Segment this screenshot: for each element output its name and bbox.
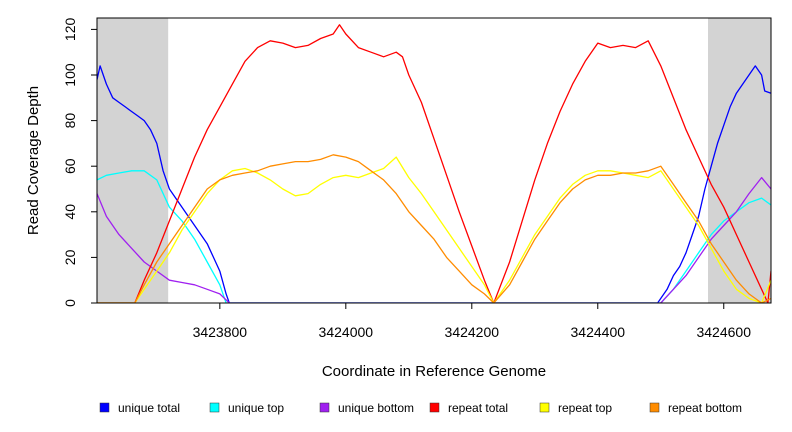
- y-axis: 0 20 40 60 80 100 120: [62, 18, 97, 307]
- legend-swatch-unique-bottom: [319, 402, 330, 413]
- series-line-repeat-bottom: [97, 154, 771, 303]
- y-tick-label: 120: [62, 18, 78, 42]
- legend-label-unique-top: unique top: [228, 401, 284, 415]
- legend-swatch-unique-top: [209, 402, 220, 413]
- series-line-unique-top: [97, 170, 771, 303]
- y-tick-label: 100: [62, 63, 78, 87]
- x-tick-label: 3424200: [445, 324, 500, 340]
- x-axis-title: Coordinate in Reference Genome: [322, 363, 546, 380]
- legend-swatch-repeat-bottom: [649, 402, 660, 413]
- y-tick-label: 0: [62, 299, 78, 307]
- x-tick-label: 3423800: [193, 324, 248, 340]
- y-tick-label: 20: [62, 249, 78, 265]
- y-axis-title: Read Coverage Depth: [25, 86, 42, 235]
- legend-label-repeat-bottom: repeat bottom: [668, 401, 742, 415]
- series-line-repeat-top: [97, 156, 771, 303]
- legend-label-unique-total: unique total: [118, 401, 180, 415]
- legend-swatch-repeat-top: [539, 402, 550, 413]
- y-tick-label: 60: [62, 158, 78, 174]
- x-tick-label: 3424600: [696, 324, 751, 340]
- series-line-unique-total: [97, 65, 771, 303]
- shaded-regions: [97, 18, 771, 303]
- series-line-repeat-total: [97, 24, 771, 303]
- x-tick-label: 3424000: [319, 324, 374, 340]
- series-line-unique-bottom: [97, 176, 771, 303]
- legend-label-unique-bottom: unique bottom: [338, 401, 414, 415]
- plot-area: [97, 18, 771, 303]
- plot-frame: [96, 17, 772, 304]
- legend-label-repeat-total: repeat total: [448, 401, 508, 415]
- series-lines: [97, 24, 771, 303]
- legend-swatch-repeat-total: [429, 402, 440, 413]
- legend-label-repeat-top: repeat top: [558, 401, 612, 415]
- x-tick-label: 3424400: [571, 324, 626, 340]
- x-axis: 3423800 3424000 3424200 3424400 3424600: [193, 303, 751, 340]
- legend: unique total unique top unique bottom repea…: [99, 401, 742, 415]
- legend-swatch-unique-total: [99, 402, 110, 413]
- y-tick-label: 80: [62, 113, 78, 129]
- shaded-region-1: [97, 18, 169, 303]
- shaded-region-2: [708, 18, 771, 303]
- plot-background: [97, 18, 771, 303]
- y-tick-label: 40: [62, 204, 78, 220]
